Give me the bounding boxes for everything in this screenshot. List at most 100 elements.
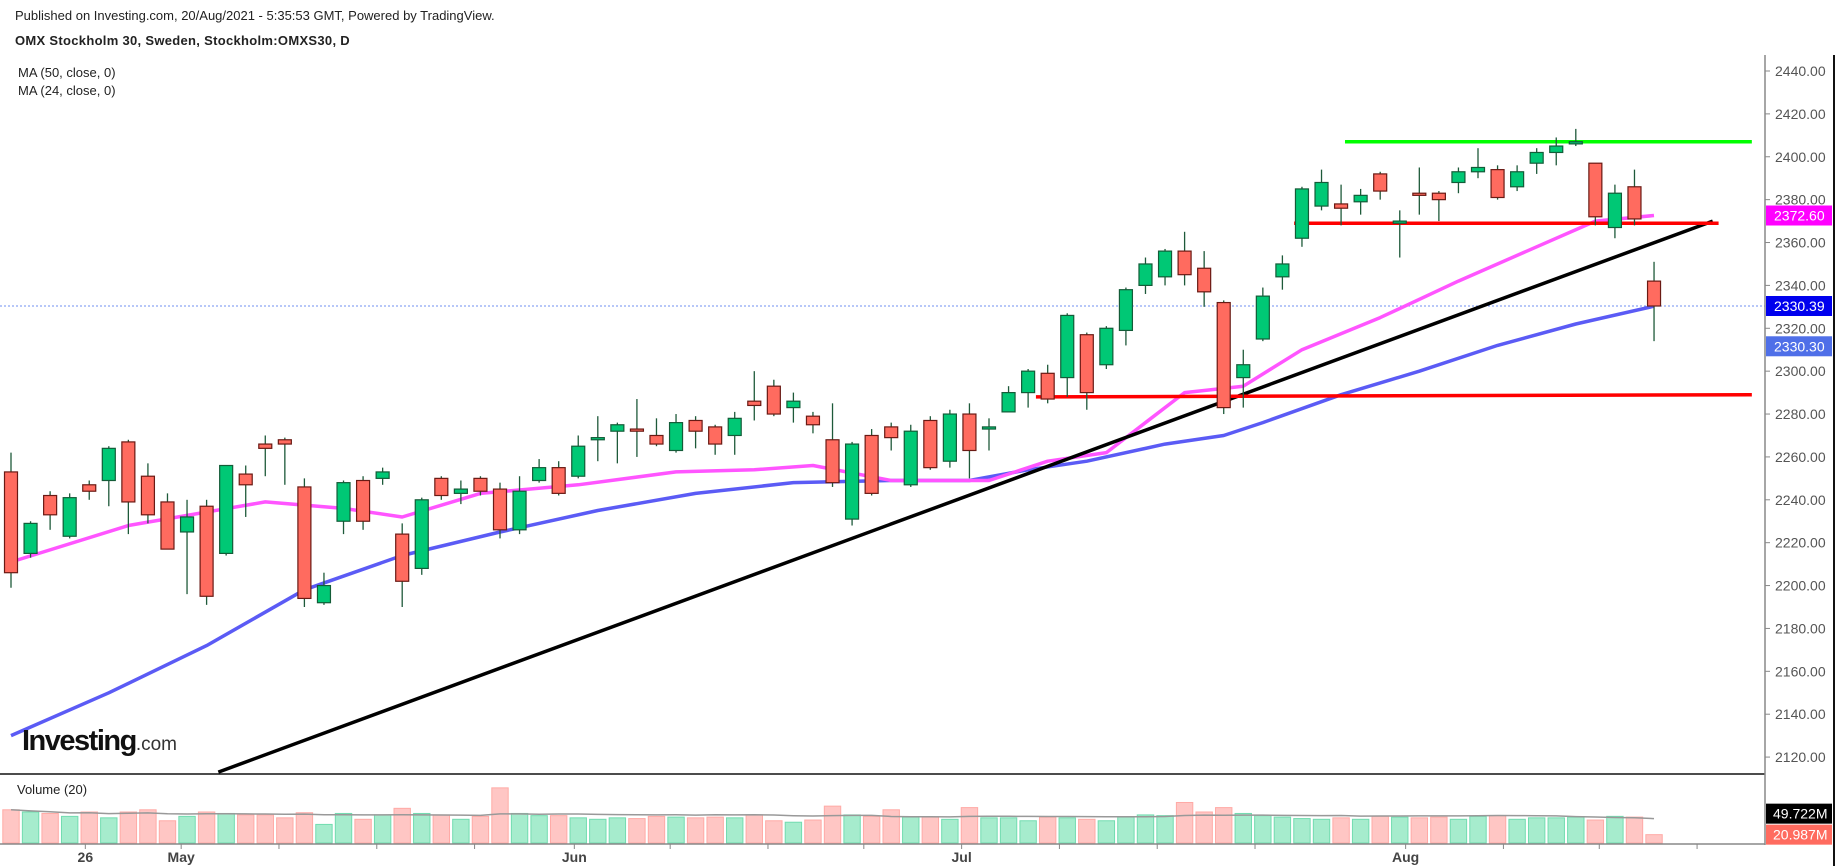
candle-body-up [23, 522, 38, 554]
candle [590, 416, 605, 462]
price-tick-label: 2160.00 [1775, 663, 1826, 679]
candle-body-down [1040, 372, 1055, 400]
candle-body-down [297, 486, 312, 600]
volume-bar [823, 805, 842, 844]
volume-bar [862, 815, 881, 844]
volume-bar [784, 821, 803, 844]
candle-body-up [101, 447, 116, 482]
volume-bar [1508, 818, 1526, 844]
volume-bar [1254, 815, 1272, 844]
volume-bar [256, 814, 274, 844]
candle [395, 523, 410, 607]
candle [140, 463, 156, 524]
volume-bar [276, 817, 294, 844]
candle-body-down [140, 475, 156, 516]
candle-body-up [942, 413, 957, 462]
candle-body-down [805, 415, 821, 426]
volume-bar [197, 811, 216, 844]
logo-suffix: .com [135, 734, 177, 755]
volume-bar [432, 814, 451, 844]
volume-bar [1469, 815, 1487, 844]
volume-bar [999, 817, 1018, 844]
candle-body-down [688, 419, 703, 432]
candle-body-down [962, 413, 977, 452]
volume-bar [1117, 816, 1135, 844]
candle [1099, 326, 1114, 370]
candle-body-down [1646, 280, 1662, 307]
volume-bar [1273, 816, 1292, 844]
volume-bar [1332, 817, 1350, 844]
candle [1627, 169, 1642, 226]
candle-body-up [414, 499, 429, 570]
ma50-legend[interactable]: MA (50, close, 0) [18, 65, 116, 80]
candle-body-up [1021, 370, 1036, 394]
candle-body-down [434, 477, 449, 497]
candle [1353, 188, 1368, 215]
price-tick-label: 2180.00 [1775, 620, 1826, 636]
candle-body-down [1177, 250, 1192, 276]
candle-body-down [1627, 186, 1642, 220]
candle-body-down [747, 400, 762, 407]
volume-legend[interactable]: Volume (20) [17, 782, 88, 797]
candle [903, 424, 918, 487]
candle [492, 482, 508, 539]
time-tick-label: Jun [562, 849, 587, 865]
volume-bar [608, 817, 627, 844]
candle-body-down [923, 419, 938, 469]
candle [688, 416, 703, 449]
candle [551, 461, 566, 496]
candle [1490, 165, 1505, 200]
price-tag [1766, 205, 1832, 226]
price-tick-label: 2360.00 [1775, 235, 1826, 251]
candle-body-down [1197, 267, 1212, 293]
candle-body-down [1490, 169, 1505, 199]
price-tick-label: 2240.00 [1775, 492, 1826, 508]
candle [375, 467, 390, 485]
volume-bar [510, 812, 529, 844]
candle [160, 493, 175, 550]
candle [1646, 261, 1662, 342]
candle [1431, 191, 1446, 222]
volume-bar [1625, 816, 1644, 844]
volume-bar [726, 817, 744, 844]
volume-bar [178, 815, 196, 844]
logo-main: Investing [22, 725, 137, 757]
candle [1236, 349, 1251, 408]
candle-body-up [1236, 364, 1251, 379]
candle-body-down [1216, 301, 1231, 409]
candle-body-up [1451, 171, 1466, 184]
candle-body-up [316, 584, 332, 604]
candle [1451, 167, 1466, 194]
candle-body-down [1079, 334, 1094, 394]
candle-body-up [1392, 220, 1407, 224]
volume-bar [1567, 816, 1585, 844]
price-tick-label: 2120.00 [1775, 749, 1826, 765]
candle [414, 497, 429, 575]
volume-bar [921, 816, 940, 844]
volume-bar [1606, 815, 1624, 844]
candle-body-down [238, 473, 253, 486]
ma24-legend[interactable]: MA (24, close, 0) [18, 83, 116, 98]
volume-bar [2, 809, 20, 844]
candle-body-down [864, 434, 879, 494]
volume-bar [1097, 820, 1116, 844]
volume-bar [217, 812, 235, 844]
candle-body-down [1431, 192, 1446, 201]
investing-logo: Investing.com [22, 725, 177, 758]
candle [3, 452, 19, 588]
candle-body-up [1099, 327, 1114, 366]
volume-tag-label: 49.722M [1773, 806, 1827, 822]
time-tick-label: Aug [1392, 849, 1419, 865]
volume-bar [158, 820, 177, 844]
candle [786, 392, 801, 423]
volume-bar [315, 823, 333, 844]
price-tick-label: 2380.00 [1775, 192, 1826, 208]
candle-body-up [590, 437, 605, 441]
volume-bar [1293, 818, 1311, 844]
candle [62, 493, 77, 539]
volume-bar [960, 807, 979, 844]
volume-bar [1038, 816, 1057, 844]
candle [1510, 165, 1525, 192]
candle [1549, 137, 1564, 166]
